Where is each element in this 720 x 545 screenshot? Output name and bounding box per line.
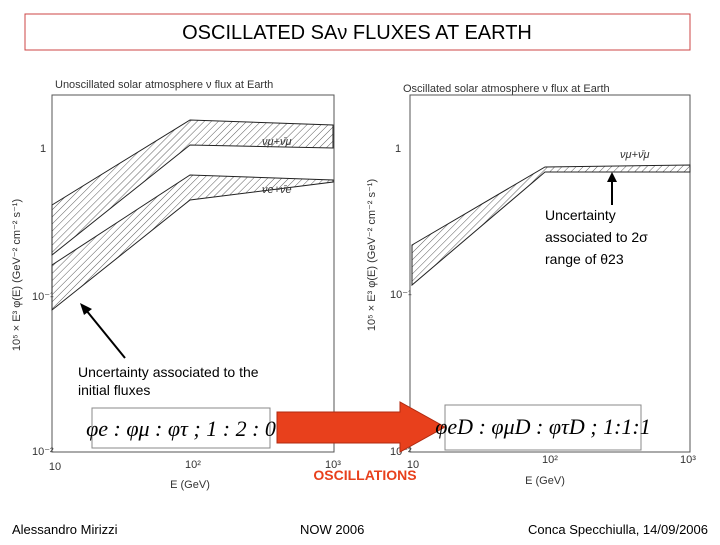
- plot-title: Oscillated solar atmosphere ν flux at Ea…: [403, 83, 610, 95]
- footer-event: NOW 2006: [300, 522, 364, 537]
- arrow-label: OSCILLATIONS: [313, 467, 416, 483]
- y-tick-label: 1: [40, 143, 46, 155]
- annotation: Uncertainty associated to the: [78, 364, 259, 380]
- pointer-arrow: [85, 309, 126, 359]
- x-tick-label: 10²: [542, 454, 558, 466]
- right-plot: Oscillated solar atmosphere ν flux at Ea…: [366, 83, 696, 487]
- annotation-bg: [76, 362, 296, 400]
- arrow-head: [607, 172, 617, 182]
- formula: φe : φμ : φτ ; 1 : 2 : 0: [86, 416, 276, 441]
- y-tick-label: 10⁻¹: [390, 289, 412, 301]
- band: [411, 164, 691, 287]
- curve-label: νμ+ν̄μ: [262, 136, 291, 148]
- curve-label: νe+ν̄e: [262, 184, 292, 196]
- band: [51, 119, 334, 257]
- footer-author: Alessandro Mirizzi: [12, 522, 118, 537]
- x-label: E (GeV): [170, 479, 210, 491]
- y-tick-label: 1: [395, 143, 401, 155]
- annotation: initial fluxes: [78, 382, 150, 398]
- x-label: E (GeV): [525, 475, 565, 487]
- annotation: range of θ23: [545, 251, 624, 267]
- x-tick-label: 10³: [325, 459, 341, 471]
- annotation: associated to 2σ: [545, 229, 648, 245]
- y-label: 10⁵ × E³ φ(E) (GeV⁻² cm⁻² s⁻¹): [366, 179, 378, 331]
- formula-box: [444, 404, 642, 451]
- x-tick-label: 10³: [680, 454, 696, 466]
- x-tick-label: 10: [407, 459, 419, 471]
- x-tick-label: 10: [49, 461, 61, 473]
- oscillation-arrow: [276, 401, 447, 453]
- band: [51, 174, 334, 312]
- x-tick-label: 10²: [185, 459, 201, 471]
- formula: φeD : φμD : φτD ; 1:1:1: [435, 414, 651, 439]
- title: OSCILLATED SAν FLUXES AT EARTH: [182, 22, 532, 44]
- y-label: 10⁵ × E³ φ(E) (GeV⁻² cm⁻² s⁻¹): [11, 199, 23, 351]
- footer-place-date: Conca Specchiulla, 14/09/2006: [528, 522, 708, 537]
- arrow-head: [80, 303, 92, 315]
- plot-frame: [409, 94, 691, 453]
- y-tick-label: 10⁻²: [32, 446, 54, 458]
- annotation: Uncertainty: [545, 207, 616, 223]
- plot-title: Unoscillated solar atmosphere ν flux at …: [55, 79, 273, 91]
- formula-box: [91, 407, 271, 449]
- curve-label: νμ+ν̄μ: [620, 149, 649, 161]
- y-tick-label: 10⁻¹: [32, 291, 54, 303]
- title-box: [24, 13, 691, 51]
